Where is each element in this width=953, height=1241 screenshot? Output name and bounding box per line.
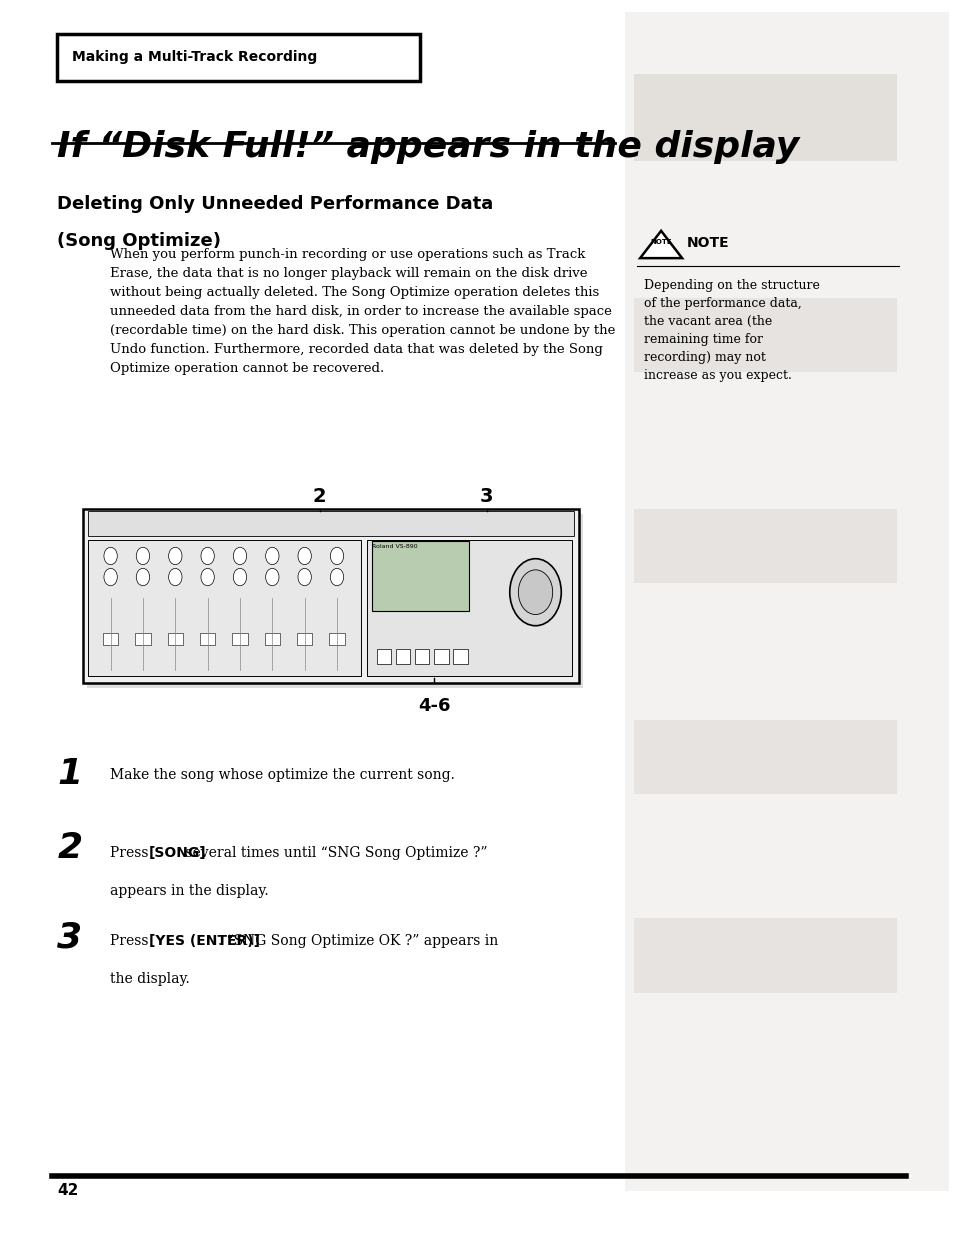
FancyBboxPatch shape	[233, 633, 248, 645]
Circle shape	[265, 568, 278, 586]
Text: NOTE: NOTE	[686, 236, 729, 251]
FancyBboxPatch shape	[634, 918, 896, 993]
FancyBboxPatch shape	[103, 633, 118, 645]
FancyBboxPatch shape	[296, 633, 312, 645]
FancyBboxPatch shape	[88, 511, 574, 536]
Text: . “SNG Song Optimize OK ?” appears in: . “SNG Song Optimize OK ?” appears in	[217, 934, 497, 948]
Text: 2: 2	[313, 488, 326, 506]
Text: 2: 2	[57, 831, 82, 865]
Circle shape	[517, 570, 552, 614]
Text: When you perform punch-in recording or use operations such as Track
Erase, the d: When you perform punch-in recording or u…	[110, 248, 615, 375]
Circle shape	[509, 558, 560, 625]
Text: Press: Press	[110, 846, 152, 860]
Circle shape	[169, 547, 182, 565]
Circle shape	[330, 568, 343, 586]
FancyBboxPatch shape	[624, 12, 948, 1191]
Text: Press: Press	[110, 934, 152, 948]
Text: 1: 1	[57, 757, 82, 791]
Text: 42: 42	[57, 1183, 78, 1198]
Circle shape	[233, 547, 247, 565]
Text: [YES (ENTER)]: [YES (ENTER)]	[149, 934, 259, 948]
Circle shape	[233, 568, 247, 586]
Text: If “Disk Full!” appears in the display: If “Disk Full!” appears in the display	[57, 130, 799, 164]
FancyBboxPatch shape	[453, 649, 467, 664]
FancyBboxPatch shape	[200, 633, 215, 645]
Text: Making a Multi-Track Recording: Making a Multi-Track Recording	[71, 50, 316, 65]
Text: Make the song whose optimize the current song.: Make the song whose optimize the current…	[110, 768, 455, 782]
Text: appears in the display.: appears in the display.	[110, 884, 268, 897]
FancyBboxPatch shape	[329, 633, 344, 645]
FancyBboxPatch shape	[372, 541, 468, 611]
FancyBboxPatch shape	[634, 720, 896, 794]
Text: several times until “SNG Song Optimize ?”: several times until “SNG Song Optimize ?…	[180, 846, 487, 860]
Circle shape	[265, 547, 278, 565]
Text: NOTE: NOTE	[650, 240, 671, 244]
FancyBboxPatch shape	[634, 74, 896, 161]
Text: 4-6: 4-6	[417, 697, 450, 716]
FancyBboxPatch shape	[634, 509, 896, 583]
Text: 3: 3	[57, 921, 82, 954]
Circle shape	[136, 547, 150, 565]
Text: Roland VS-890: Roland VS-890	[372, 544, 417, 549]
FancyBboxPatch shape	[135, 633, 151, 645]
Circle shape	[104, 568, 117, 586]
Circle shape	[330, 547, 343, 565]
FancyBboxPatch shape	[264, 633, 279, 645]
FancyBboxPatch shape	[168, 633, 183, 645]
Text: (Song Optimize): (Song Optimize)	[57, 232, 221, 251]
Circle shape	[297, 568, 311, 586]
FancyBboxPatch shape	[87, 514, 582, 688]
Text: 3: 3	[479, 488, 493, 506]
FancyBboxPatch shape	[434, 649, 448, 664]
FancyBboxPatch shape	[367, 540, 572, 676]
FancyBboxPatch shape	[83, 509, 578, 683]
Polygon shape	[639, 231, 681, 258]
Circle shape	[104, 547, 117, 565]
Circle shape	[297, 547, 311, 565]
Text: [SONG]: [SONG]	[149, 846, 206, 860]
FancyBboxPatch shape	[395, 649, 410, 664]
Circle shape	[201, 547, 214, 565]
Text: the display.: the display.	[110, 972, 190, 985]
Text: Deleting Only Unneeded Performance Data: Deleting Only Unneeded Performance Data	[57, 195, 493, 213]
Text: Depending on the structure
of the performance data,
the vacant area (the
remaini: Depending on the structure of the perfor…	[643, 279, 819, 382]
FancyBboxPatch shape	[88, 540, 360, 676]
Circle shape	[169, 568, 182, 586]
FancyBboxPatch shape	[634, 298, 896, 372]
Circle shape	[201, 568, 214, 586]
FancyBboxPatch shape	[376, 649, 391, 664]
Circle shape	[136, 568, 150, 586]
FancyBboxPatch shape	[415, 649, 429, 664]
FancyBboxPatch shape	[57, 34, 419, 81]
